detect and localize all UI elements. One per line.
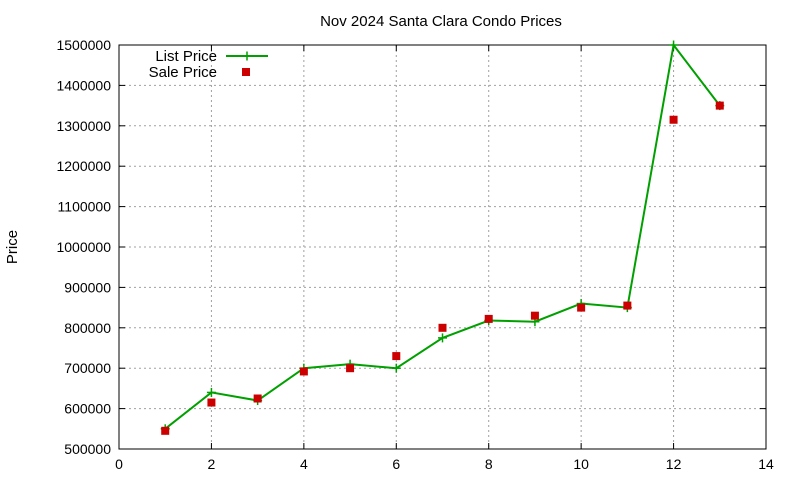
x-tick-label: 2 [208,456,216,472]
x-tick-label: 6 [392,456,400,472]
y-tick-label: 600000 [64,401,111,417]
y-axis-label: Price [4,230,21,264]
y-tick-label: 1200000 [56,158,111,174]
y-tick-label: 1000000 [56,239,111,255]
y-tick-label: 700000 [64,360,111,376]
x-tick-label: 4 [300,456,308,472]
x-tick-label: 0 [115,456,123,472]
x-tick-label: 12 [666,456,682,472]
y-tick-label: 900000 [64,279,111,295]
y-tick-label: 1300000 [56,118,111,134]
chart-title: Nov 2024 Santa Clara Condo Prices [320,13,562,30]
y-tick-label: 1500000 [56,37,111,53]
y-tick-label: 800000 [64,320,111,336]
tick-labels: 0 2 4 6 8 10 12 14 500000 600000 700000 800000 90000… [56,37,774,472]
y-tick-label: 500000 [64,441,111,457]
plot-border [118,44,767,450]
list-price-point [669,40,679,50]
sale-price-point [623,301,632,310]
legend-label: List Price [155,48,217,65]
sale-price-point [207,398,216,407]
sale-price-point [299,367,308,376]
sale-price-point [715,101,724,110]
x-tick-label: 14 [758,456,774,472]
y-tick-label: 1100000 [58,199,112,215]
grid [119,45,766,449]
list-price-point [438,333,447,343]
sale-price-point [669,115,678,124]
sale-price-point [161,426,170,435]
sale-price-point [484,314,493,323]
list-price-point [391,363,401,373]
sale-price-point [253,394,262,403]
sale-price-point [346,364,355,373]
series-sale-price [161,101,724,435]
x-tick-label: 8 [485,456,493,472]
series-layer [160,40,725,435]
y-tick-label: 1400000 [56,77,111,93]
sale-price-point [577,303,586,312]
legend-square-marker [242,68,250,76]
sale-price-point [530,311,539,320]
sale-price-point [438,323,447,332]
x-tick-label: 10 [573,456,589,472]
list-price-point [206,387,216,397]
legend-plus-marker [242,51,252,61]
legend-label: Sale Price [149,64,217,81]
sale-price-point [392,352,401,361]
